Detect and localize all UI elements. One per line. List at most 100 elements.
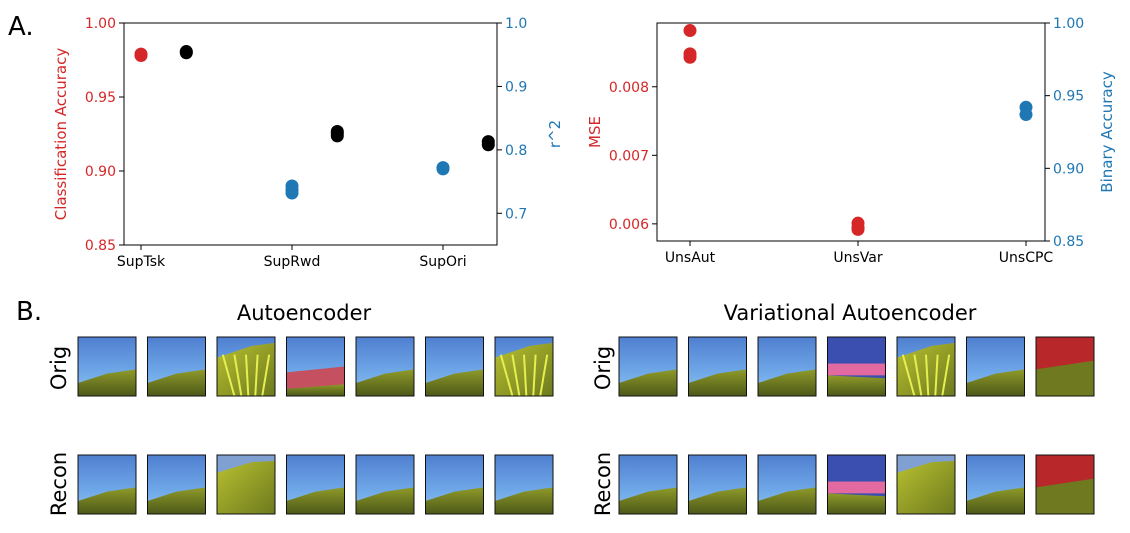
thumbnail-border [966, 336, 1025, 397]
data-point [683, 24, 697, 38]
image-grid [77, 336, 1095, 515]
right-tick-label: 0.9 [505, 79, 527, 95]
image-thumbnail-sky [147, 336, 206, 397]
x-tick-label: UnsVar [833, 250, 882, 266]
thumbnail-border [827, 336, 886, 397]
x-tick-label: UnsAut [665, 250, 716, 266]
thumbnail-border [147, 454, 206, 515]
image-thumbnail-sky [688, 336, 747, 397]
x-tick-label: SupTsk [117, 254, 166, 270]
data-point [179, 46, 193, 60]
thumbnail-border [355, 454, 415, 515]
image-thumbnail-red [286, 336, 345, 397]
right-tick-label: 0.7 [505, 206, 527, 222]
right-tick-label: 0.8 [505, 143, 527, 159]
left-tick-label: 0.95 [85, 90, 116, 106]
plot-frame [123, 22, 498, 246]
image-thumbnail-sky [618, 336, 678, 397]
image-thumbnail-sky [966, 336, 1025, 397]
chart-supervised: 0.85 0.90 0.95 1.00 0.7 0.8 0.9 1.0 SupTsk SupRwd… [52, 16, 564, 270]
image-thumbnail-grass [494, 336, 554, 397]
right-tick-label: 0.95 [1053, 89, 1084, 105]
thumbnail-border [286, 454, 345, 515]
data-point [1019, 108, 1033, 122]
variational-autoencoder-title: Variational Autoencoder [724, 301, 977, 325]
row-label-recon-vae: Recon [591, 452, 615, 516]
thumbnail-border [688, 454, 747, 515]
y-axis-label-left: MSE [586, 116, 604, 148]
y-axis-label-right: r^2 [546, 120, 564, 148]
x-tick-label: SupOri [419, 254, 466, 270]
x-tick-label: SupRwd [264, 254, 321, 270]
image-thumbnail-sky [286, 454, 345, 515]
plot-frame [656, 22, 1046, 242]
data-point [481, 138, 495, 152]
chart-unsupervised: 0.006 0.007 0.008 0.85 0.90 0.95 1.00 UnsAut Uns… [586, 16, 1116, 266]
thumbnail-border [147, 336, 206, 397]
left-tick-label: 0.006 [609, 217, 649, 233]
left-tick-label: 1.00 [85, 16, 116, 32]
image-thumbnail-sky [77, 336, 137, 397]
data-point [683, 50, 697, 64]
thumbnail-border [77, 336, 137, 397]
image-thumbnail-redwall [1035, 454, 1095, 515]
image-thumbnail-sky [355, 336, 415, 397]
image-thumbnail-sky [966, 454, 1025, 515]
data-point [285, 186, 299, 200]
image-thumbnail-grass [896, 336, 956, 397]
image-thumbnail-sky [688, 454, 747, 515]
thumbnail-border [757, 454, 817, 515]
thumbnail-border [286, 336, 345, 397]
thumbnail-border [425, 336, 484, 397]
thumbnail-border [827, 454, 886, 515]
thumbnail-border [757, 336, 817, 397]
panel-label-b: B. [16, 297, 42, 327]
image-thumbnail-sky [494, 454, 554, 515]
right-tick-label: 0.90 [1053, 161, 1084, 177]
thumbnail-border [896, 454, 956, 515]
image-thumbnail-sky [425, 336, 484, 397]
image-thumbnail-sky [757, 454, 817, 515]
y-axis-label-right: Binary Accuracy [1098, 71, 1116, 193]
left-tick-label: 0.008 [609, 80, 649, 96]
right-tick-label: 0.85 [1053, 234, 1084, 250]
image-thumbnail-pink [827, 454, 886, 515]
image-thumbnail-blurgrass [896, 454, 956, 515]
left-tick-label: 0.007 [609, 148, 649, 164]
thumbnail-border [425, 454, 484, 515]
left-tick-label: 0.90 [85, 164, 116, 180]
image-thumbnail-sky [425, 454, 484, 515]
data-point [330, 126, 344, 140]
thumbnail-border [688, 336, 747, 397]
thumbnail-border [355, 336, 415, 397]
thumbnail-border [494, 454, 554, 515]
data-point [436, 162, 450, 176]
data-point [851, 222, 865, 236]
image-thumbnail-pink [827, 336, 886, 397]
image-thumbnail-blurgrass [216, 454, 276, 515]
thumbnail-border [618, 336, 678, 397]
thumbnail-border [1035, 336, 1095, 397]
image-thumbnail-sky [147, 454, 206, 515]
y-axis-label-left: Classification Accuracy [52, 48, 70, 221]
row-label-recon-ae: Recon [47, 452, 71, 516]
image-thumbnail-grass [216, 336, 276, 397]
thumbnail-border [966, 454, 1025, 515]
right-tick-label: 1.00 [1053, 16, 1084, 32]
panel-label-a: A. [8, 12, 34, 42]
left-tick-label: 0.85 [85, 238, 116, 254]
image-thumbnail-sky [355, 454, 415, 515]
autoencoder-title: Autoencoder [237, 301, 372, 325]
thumbnail-border [1035, 454, 1095, 515]
row-label-orig-ae: Orig [47, 346, 71, 390]
thumbnail-border [618, 454, 678, 515]
image-thumbnail-redwall [1035, 336, 1095, 397]
thumbnail-border [216, 454, 276, 515]
thumbnail-border [896, 336, 956, 397]
right-tick-label: 1.0 [505, 16, 527, 32]
image-thumbnail-sky [77, 454, 137, 515]
thumbnail-border [494, 336, 554, 397]
image-thumbnail-sky [618, 454, 678, 515]
thumbnail-border [77, 454, 137, 515]
thumbnail-border [216, 336, 276, 397]
